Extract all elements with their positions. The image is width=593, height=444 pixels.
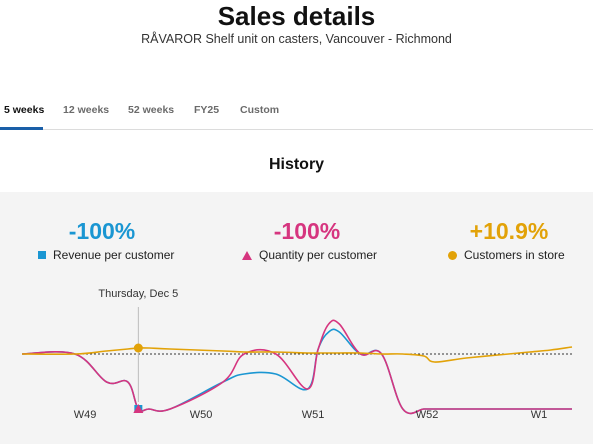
circle-marker-icon xyxy=(448,250,457,260)
history-heading: History xyxy=(268,156,325,173)
active-tab-indicator xyxy=(0,127,43,130)
tab-custom[interactable]: Custom xyxy=(240,104,280,116)
tab-5-weeks[interactable]: 5 weeks xyxy=(4,104,45,116)
square-marker-icon xyxy=(38,251,46,259)
tooltip-date-label: Thursday, Dec 5 xyxy=(98,288,178,300)
x-tick-label: W49 xyxy=(74,409,97,421)
legend-revenue: Revenue per customer xyxy=(38,248,174,262)
x-tick-label: W1 xyxy=(531,409,548,421)
tab-12-weeks[interactable]: 12 weeks xyxy=(63,104,110,116)
customers-point-marker xyxy=(133,343,143,353)
history-line-chart[interactable]: Thursday, Dec 5 W49 W50 W51 W52 W1 xyxy=(0,192,593,444)
tab-52-weeks[interactable]: 52 weeks xyxy=(128,104,175,116)
triangle-marker-icon xyxy=(242,250,252,260)
x-tick-label: W50 xyxy=(190,409,213,421)
history-panel xyxy=(0,192,593,444)
page-title: Sales details xyxy=(217,1,376,31)
tab-fy25[interactable]: FY25 xyxy=(194,104,220,116)
customers-change-value: +10.9% xyxy=(469,218,549,244)
x-tick-label: W52 xyxy=(416,409,439,421)
legend-customers: Customers in store xyxy=(448,248,565,262)
period-tabs: 5 weeks 12 weeks 52 weeks FY25 Custom xyxy=(0,98,593,130)
revenue-series-line xyxy=(21,328,572,415)
customers-series-line xyxy=(21,346,573,363)
revenue-change-value: -100% xyxy=(68,218,136,244)
page-subtitle: RÅVAROR Shelf unit on casters, Vancouver… xyxy=(141,32,452,46)
x-tick-label: W51 xyxy=(302,409,325,421)
legend-quantity: Quantity per customer xyxy=(242,248,377,262)
quantity-change-value: -100% xyxy=(273,218,341,244)
quantity-point-marker xyxy=(133,404,144,413)
quantity-series-line xyxy=(21,319,572,415)
